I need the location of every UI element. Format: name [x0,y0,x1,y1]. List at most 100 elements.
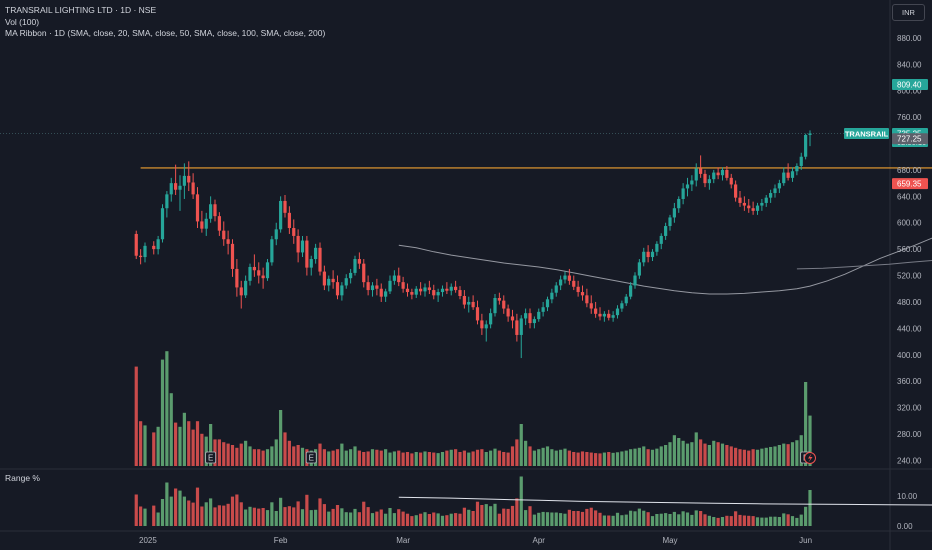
candle-body [764,197,768,203]
volume-bar [248,446,252,466]
volume-bar [384,449,388,466]
ma-ribbon-indicator-label[interactable]: MA Ribbon · 1D (SMA, close, 20, SMA, clo… [5,28,326,38]
earnings-marker[interactable]: E [205,451,217,464]
range-pct-bar [742,515,746,526]
range-pct-bar [379,509,383,526]
volume-bar [795,440,799,466]
range-pct-bar [690,514,694,526]
range-pct-bar [808,490,812,526]
range-pct-bar [252,507,256,526]
volume-bar [545,446,550,466]
volume-bar [134,366,138,466]
range-pct-pane-label[interactable]: Range % [5,473,40,483]
price-axis-tick-label: 440.00 [897,324,922,333]
candle-body [585,295,589,304]
volume-bar [296,445,300,466]
time-axis-tick-label: Feb [274,536,288,545]
candle-body [427,287,431,291]
symbol-tag-label: TRANSRAIL [845,129,889,138]
range-pct-bar [388,508,392,526]
volume-bar [589,452,593,466]
volume-bar [615,452,620,466]
candle-body [178,185,182,190]
candle-body [257,270,261,276]
volume-bar [239,443,243,466]
volume-bar [751,449,755,466]
volume-bar [327,451,331,466]
candle-body [712,172,716,180]
range-pct-bar [134,494,138,526]
range-pct-bar [475,501,480,526]
candle-body [782,172,786,184]
candle-body [410,292,414,295]
currency-button[interactable]: INR [892,4,925,21]
candle-body [493,297,497,314]
range-pct-bar [681,511,685,526]
candle-body [659,235,663,244]
range-pct-bar [484,504,488,526]
volume-bar [760,448,764,466]
price-tag-label: 727.25 [897,135,922,144]
volume-bar [598,453,602,466]
range-pct-bar [445,515,449,526]
range-pct-bar [182,496,186,526]
volume-bar [720,443,725,466]
volume-indicator-label[interactable]: Vol (100) [5,16,40,27]
range-pct-bar [174,488,178,526]
candle-body [769,193,773,198]
volume-bar [755,449,760,466]
volume-bar [292,446,296,466]
range-pct-bar [217,505,221,526]
range-pct-bar [598,512,602,526]
price-axis-tick-label: 480.00 [897,298,922,307]
volume-bar [410,453,414,466]
volume-bar [169,393,173,466]
range-pct-bar [502,508,506,526]
candle-body [270,239,274,263]
candle-body [405,288,410,293]
price-axis-tick-label: 280.00 [897,430,922,439]
volume-bar [366,451,370,466]
candle-body [226,239,230,244]
volume-bar [532,450,536,466]
candle-body [484,324,488,329]
candle-body [699,168,703,174]
candle-body [537,311,541,320]
range-pct-bar [397,509,401,526]
volume-bar [773,446,777,466]
volume-bar [340,443,344,466]
range-pct-bar [423,512,427,526]
volume-bar [405,452,410,466]
candle-body [370,285,375,291]
range-pct-bar [629,510,633,526]
candle-body [397,275,401,283]
volume-bar [471,451,475,466]
candle-body [615,308,620,316]
candle-body [384,291,388,297]
volume-bar [480,449,484,466]
time-axis-tick-label: May [662,536,677,545]
range-pct-bar [349,512,353,526]
candle-body [401,282,405,289]
candle-body [458,290,462,297]
volume-bar [230,445,235,466]
volume-bar [178,426,182,466]
volume-bar [362,452,366,466]
range-pct-bar [615,512,620,526]
volume-bar [637,447,641,466]
candle-body [633,275,637,286]
price-axis-tick-label: 400.00 [897,351,922,360]
volume-bar [506,452,510,466]
range-pct-bar [340,508,344,526]
volume-bar [252,449,256,466]
range-pct-bar [305,494,309,526]
range-pct-bar [699,511,703,526]
volume-bar [580,451,585,466]
earnings-marker[interactable]: E [305,451,317,464]
range-pct-bar [449,513,453,526]
symbol-title[interactable]: TRANSRAIL LIGHTING LTD · 1D · NSE [5,5,157,15]
volume-bar [668,442,672,466]
candle-body [388,280,392,292]
symbol-tag [844,127,889,139]
